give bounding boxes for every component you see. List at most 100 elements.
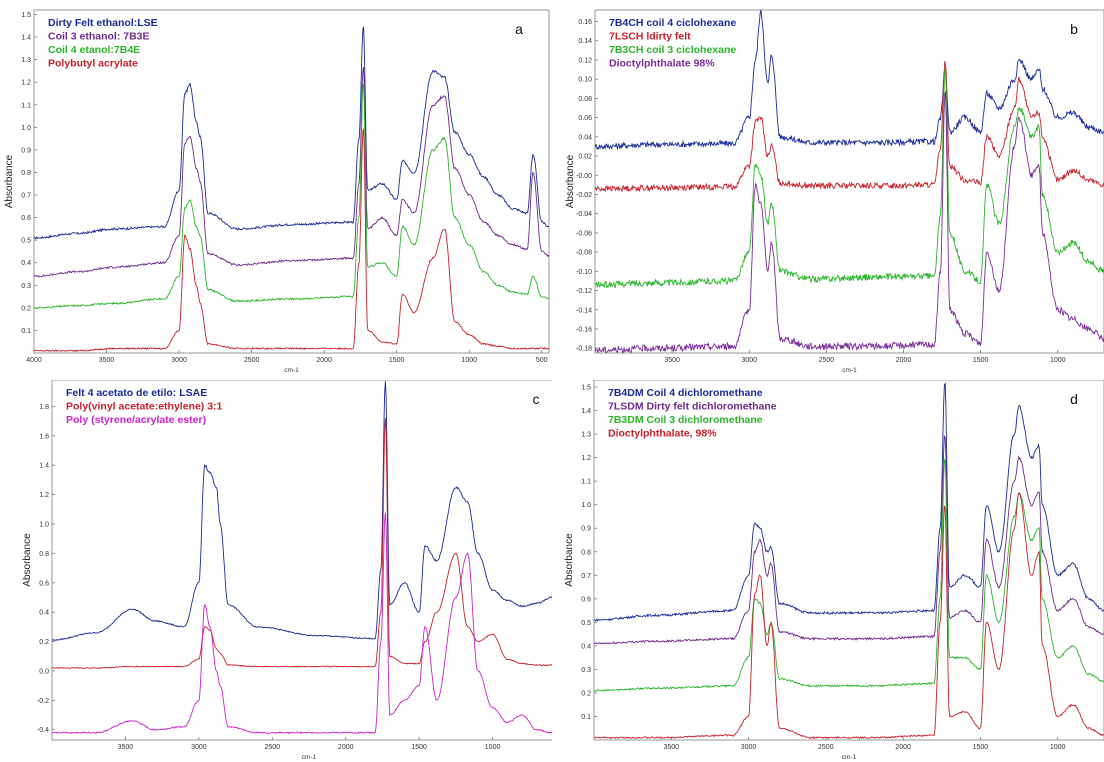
y-tick-label: 0.16: [578, 19, 592, 26]
series-line-3: [52, 512, 552, 735]
series-line-3: [595, 68, 1104, 289]
y-tick-label: 0.1: [581, 714, 591, 721]
y-tick-label: 0.9: [581, 526, 591, 533]
x-tick-label: 2000: [316, 357, 332, 364]
x-tick-label: 1500: [973, 357, 989, 364]
series-line-1: [34, 25, 549, 240]
legend-entry: Coil 4 etanol:7B4E: [48, 44, 140, 56]
y-tick-label: 0.7: [581, 573, 591, 580]
x-tick-label: 2000: [896, 357, 912, 364]
y-tick-label: 0.1: [21, 328, 31, 335]
y-tick-label: -0.06: [576, 230, 592, 237]
x-tick-label: 2000: [338, 744, 354, 751]
x-tick-label: 1000: [1050, 744, 1066, 751]
y-tick-label: 1.0: [21, 125, 31, 132]
y-tick-label: 0.8: [39, 551, 49, 558]
series-line-2: [595, 61, 1104, 193]
y-tick-label: 0.0: [39, 668, 49, 675]
x-axis-title: cm-1: [842, 754, 857, 761]
y-tick-label: 0.4: [581, 643, 591, 650]
y-tick-label: 0.6: [39, 580, 49, 587]
y-tick-label: 1.1: [21, 102, 31, 109]
series-line-1: [52, 381, 552, 641]
y-tick-label: 1.8: [39, 404, 49, 411]
y-tick-label: -0.16: [576, 326, 592, 333]
x-tick-label: 2500: [264, 744, 280, 751]
y-tick-label: -0.02: [576, 192, 592, 199]
chart-panel-a: 0.1 0.2 0.3 0.4 0.5 0.6 0.7 0.8 0.9 1.0 1.1 1.2 1.3 1…: [4, 9, 550, 374]
y-tick-label: 0.06: [578, 115, 592, 122]
y-tick-label: 0.12: [578, 57, 592, 64]
y-tick-label: 1.2: [39, 492, 49, 499]
legend-entry: Dirty Felt ethanol:LSE: [48, 17, 158, 29]
y-tick-label: 0.5: [581, 620, 591, 627]
plot-area: [593, 380, 1104, 741]
series-line-4: [595, 91, 1104, 353]
y-tick-label: 0.6: [21, 215, 31, 222]
y-axis-title: Absorbance: [22, 533, 33, 587]
x-axis-title: cm-1: [842, 367, 857, 374]
y-tick-label: 0.14: [578, 38, 592, 45]
x-tick-label: 1000: [485, 744, 501, 751]
y-tick-label: 0.4: [39, 610, 49, 617]
y-tick-label: 0.3: [581, 667, 591, 674]
y-tick-label: -0.08: [576, 250, 592, 257]
chart-panel-c: -0.4 -0.2 0.0 0.2 0.4 0.6 0.8 1.0 1.2 1.4 1.6 1.8 35…: [22, 380, 552, 761]
x-tick-label: 500: [536, 357, 548, 364]
x-tick-label: 2000: [895, 744, 911, 751]
chart-panel-d: 0.1 0.2 0.3 0.4 0.5 0.6 0.7 0.8 0.9 1.0 1.1 1.2 1.3 1…: [564, 380, 1104, 761]
plot-area: [33, 9, 550, 354]
panel-label: d: [1070, 391, 1078, 407]
x-tick-label: 3500: [663, 744, 679, 751]
x-tick-label: 3000: [171, 357, 187, 364]
legend-entry: 7B3CH coil 3 ciclohexane: [609, 44, 736, 56]
y-tick-label: 0.8: [21, 170, 31, 177]
x-tick-label: 3500: [99, 357, 115, 364]
legend-entry: Dioctylphthalate, 98%: [608, 428, 717, 440]
y-tick-label: 1.1: [581, 479, 591, 486]
x-tick-label: 1500: [411, 744, 427, 751]
x-tick-label: 3500: [118, 744, 134, 751]
y-tick-label: 1.0: [581, 502, 591, 509]
y-tick-label: 1.4: [581, 408, 591, 415]
y-tick-label: 1.3: [581, 432, 591, 439]
x-tick-label: 2500: [819, 357, 835, 364]
y-tick-label: 1.5: [21, 12, 31, 19]
series-line-3: [34, 83, 549, 310]
series-line-4: [34, 128, 549, 353]
y-tick-label: 0.10: [578, 77, 592, 84]
series-line-4: [594, 492, 1104, 740]
series-line-1: [595, 10, 1104, 151]
y-tick-label: 0.3: [21, 283, 31, 290]
panel-label: a: [515, 21, 523, 37]
legend-entry: 7LSDM Dirty felt dichloromethane: [608, 401, 777, 413]
y-axis-title: Absorbance: [564, 533, 575, 587]
y-tick-label: 0.9: [21, 147, 31, 154]
y-tick-label: 1.2: [21, 80, 31, 87]
x-tick-label: 3000: [741, 357, 757, 364]
x-tick-label: 1000: [1050, 357, 1066, 364]
legend-entry: 7B4DM Coil 4 dichloromethane: [608, 387, 763, 399]
y-tick-label: -0.00: [576, 173, 592, 180]
legend-entry: Poly(vinyl acetate:ethylene) 3:1: [66, 401, 223, 413]
y-tick-label: 0.02: [578, 154, 592, 161]
y-tick-label: 0.5: [21, 238, 31, 245]
y-tick-label: 1.4: [39, 463, 49, 470]
y-tick-label: 0.04: [578, 134, 592, 141]
legend-entry: 7B4CH coil 4 ciclohexane: [609, 17, 736, 29]
y-tick-label: 0.2: [581, 690, 591, 697]
x-tick-label: 1500: [389, 357, 405, 364]
y-tick-label: -0.18: [576, 346, 592, 353]
legend-entry: Felt 4 acetato de etilo: LSAE: [66, 387, 207, 399]
x-axis-title: cm-1: [302, 754, 317, 761]
y-tick-label: 0.7: [21, 193, 31, 200]
legend-entry: 7B3DM Coil 3 dichloromethane: [608, 414, 763, 426]
y-tick-label: 1.4: [21, 35, 31, 42]
legend-entry: Poly (styrene/acrylate ester): [66, 414, 206, 426]
y-tick-label: 0.4: [21, 260, 31, 267]
legend-entry: 7LSCH ldirty felt: [609, 31, 691, 43]
y-tick-label: 1.2: [581, 455, 591, 462]
y-tick-label: -0.4: [37, 727, 49, 734]
x-axis-title: cm-1: [284, 367, 299, 374]
